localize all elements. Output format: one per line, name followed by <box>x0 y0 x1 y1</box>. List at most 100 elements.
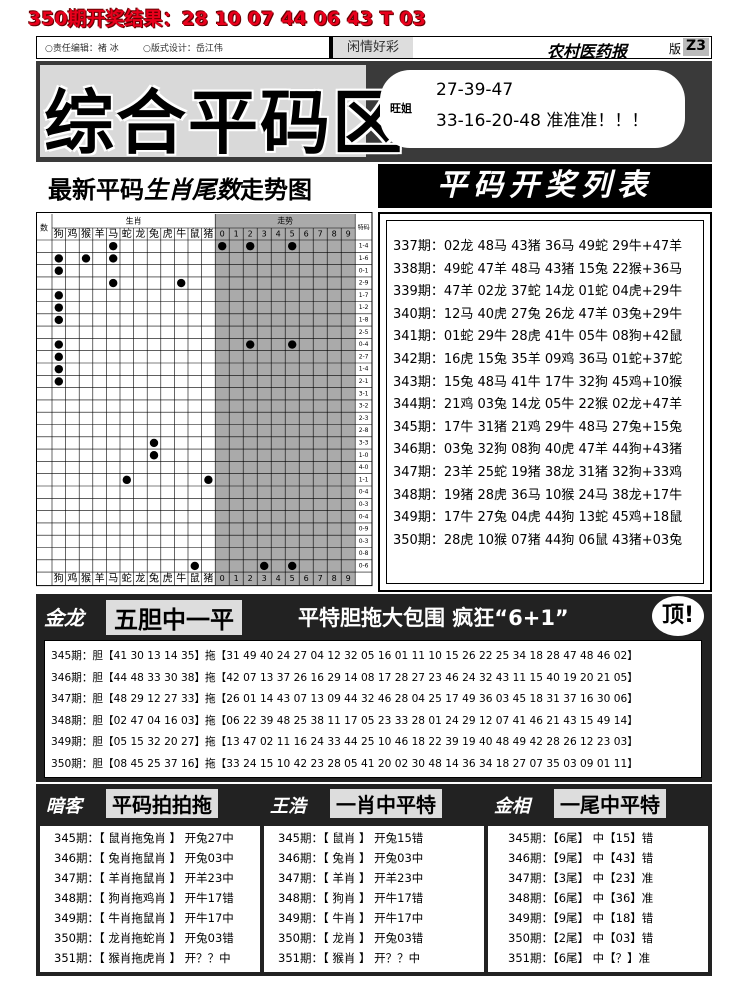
zodiac-label: 狗 <box>54 227 64 240</box>
pick-row: 350期：【 龙肖 】 开兔03错 <box>278 931 424 945</box>
tip-line: 27-39-47 <box>436 80 514 100</box>
draw-row: 343期：15兔 48马 41牛 17牛 32狗 45鸡+10猴 <box>393 374 683 390</box>
tip-box: 旺姐 27-39-47 33-16-20-48 准准准！！！ <box>380 70 685 148</box>
pick-row: 348期：【6尾】 中【36】准 <box>508 891 654 905</box>
draw-row: 346期：03兔 32狗 08狗 40虎 47羊 44狗+43猪 <box>393 442 683 458</box>
banner: 综合平码区 旺姐 27-39-47 33-16-20-48 准准准！！！ <box>36 61 712 164</box>
row-label: 0-6 <box>359 562 369 569</box>
digit-label: 1 <box>234 230 239 239</box>
dot <box>54 303 63 312</box>
dot <box>109 241 118 251</box>
section-box: 345期：【 鼠肖拖兔肖 】 开兔27中 346期：【 兔肖拖鼠肖 】 开兔03中… <box>40 826 260 972</box>
dot <box>260 561 269 571</box>
digit-label: 6 <box>304 230 309 239</box>
dot <box>54 377 63 386</box>
dot <box>218 241 227 251</box>
pick-row: 347期：胆【48 29 12 27 33】拖【26 01 14 43 07 1… <box>51 693 638 705</box>
pick-row: 345期：胆【41 30 13 14 35】拖【31 49 40 24 27 0… <box>51 650 638 662</box>
section-box: 345期：【 鼠肖 】 开兔15错 346期：【 兔肖 】 开兔03中 347期：【… <box>264 826 484 972</box>
digit-label: 7 <box>318 574 323 583</box>
digit-label: 1 <box>234 574 239 583</box>
badge: 顶! <box>652 596 704 636</box>
digit-label: 0 <box>220 574 225 583</box>
dot <box>288 340 297 349</box>
draw-row: 345期：17牛 31猪 21鸡 29牛 48马 27兔+15兔 <box>393 419 683 435</box>
digit-label: 4 <box>276 574 281 583</box>
dot <box>149 451 159 460</box>
zodiac-label: 蛇 <box>122 572 132 585</box>
zodiac-label: 牛 <box>176 572 186 585</box>
dot <box>109 278 118 288</box>
page-number: Z3 <box>683 38 709 56</box>
digit-label: 5 <box>290 574 295 583</box>
zodiac-label: 蛇 <box>122 227 132 240</box>
dot <box>190 561 199 571</box>
pick-row: 351期：【 猴肖拖虎肖 】 开？？中 <box>54 951 231 965</box>
draw-row: 342期：16虎 15兔 35羊 09鸡 36马 01蛇+37蛇 <box>393 352 683 367</box>
row-label: 1-6 <box>359 255 369 262</box>
digit-label: 0 <box>220 230 225 239</box>
row-label: 1-4 <box>359 366 369 373</box>
section-title: 五胆中一平 <box>106 600 242 635</box>
digit-label: 2 <box>248 230 253 239</box>
col-label: 生肖 <box>126 216 142 226</box>
result-headline: 350期开奖结果：28 10 07 44 06 43 T 03 <box>28 8 427 30</box>
section-title: 一肖中平特 <box>330 789 442 818</box>
pick-row: 351期：【 猴肖 】 开？？中 <box>278 951 421 965</box>
dot <box>54 291 63 300</box>
section-slogan: 平特胆拖大包围 疯狂“6+1” <box>298 606 569 630</box>
editor: ○责任编辑：褚 冰 <box>45 44 119 54</box>
pick-row: 346期：胆【44 48 33 30 38】拖【42 07 13 37 26 1… <box>51 671 638 684</box>
dot <box>246 340 255 349</box>
trend-grid: 数生肖 走势特码狗鸡猴羊马蛇龙兔虎牛鼠猪 0 1 2 3 4 5 6 7 8 9狗鸡猴羊马蛇龙兔虎牛鼠… <box>36 212 373 587</box>
zodiac-label: 猴 <box>81 227 91 240</box>
row-label: 3-1 <box>359 390 369 397</box>
grid-title: 最新平码生肖尾数走势图 <box>48 170 312 205</box>
section-author: 暗客 <box>46 796 82 817</box>
pick-row: 349期：【9尾】 中【18】错 <box>508 911 654 925</box>
digit-label: 2 <box>248 574 253 583</box>
row-label: 0-4 <box>359 513 369 520</box>
dot <box>204 475 213 485</box>
dot <box>149 438 159 448</box>
zodiac-label: 马 <box>108 228 118 240</box>
digit-label: 3 <box>262 230 267 239</box>
section-box: 345期：【6尾】 中【15】错 346期：【9尾】 中【43】错 347期：【3尾… <box>488 826 708 972</box>
title-part: 生肖尾数 <box>144 175 240 204</box>
row-label: 2-8 <box>359 427 369 434</box>
pick-row: 349期：胆【05 15 32 20 27】拖【13 47 02 11 16 2… <box>51 736 638 748</box>
row-label: 1-8 <box>359 316 369 323</box>
banner-title: 综合平码区 <box>44 82 404 164</box>
zodiac-label: 猪 <box>203 228 213 240</box>
pick-row: 345期：【6尾】 中【15】错 <box>508 831 654 845</box>
draw-row: 349期：17牛 27兔 04虎 44狗 13蛇 45鸡+18鼠 <box>393 510 683 526</box>
row-label: 2-1 <box>359 378 369 385</box>
pick-row: 347期：【 羊肖 】 开羊23中 <box>278 871 424 885</box>
zodiac-label: 龙 <box>135 227 145 240</box>
draw-row: 339期：47羊 02龙 37蛇 14龙 01蛇 04虎+29牛 <box>393 284 683 300</box>
digit-label: 8 <box>332 574 337 583</box>
header-bar: ○责任编辑：褚 冰 ○版式设计：岳江伟 闲情好彩 农村医药报 版 Z3 <box>36 36 712 61</box>
pick-row: 351期：【6尾】 中【？】准 <box>508 951 651 965</box>
row-label: 1-2 <box>359 304 369 311</box>
pick-row: 345期：【 鼠肖 】 开兔15错 <box>278 831 424 845</box>
title-part: 走势图 <box>240 176 312 204</box>
dot <box>288 561 297 571</box>
digit-label: 8 <box>332 230 337 239</box>
digit-label: 4 <box>276 230 281 239</box>
dot <box>54 340 63 349</box>
pick-row: 347期：【3尾】 中【23】准 <box>508 871 654 885</box>
zodiac-label: 鼠 <box>190 227 200 240</box>
row-label: 1-7 <box>359 292 369 299</box>
row-label: 2-9 <box>359 280 369 287</box>
title-part: 最新平码 <box>48 176 144 204</box>
tip-line: 33-16-20-48 准准准！！！ <box>436 111 649 131</box>
row-label: 0-3 <box>359 538 369 545</box>
dot <box>288 241 297 251</box>
zodiac-label: 马 <box>108 573 118 585</box>
dot <box>177 278 186 288</box>
pick-row: 349期：【 牛肖 】 开牛17中 <box>278 911 424 925</box>
zodiac-label: 虎 <box>163 573 173 585</box>
dot <box>54 315 63 325</box>
